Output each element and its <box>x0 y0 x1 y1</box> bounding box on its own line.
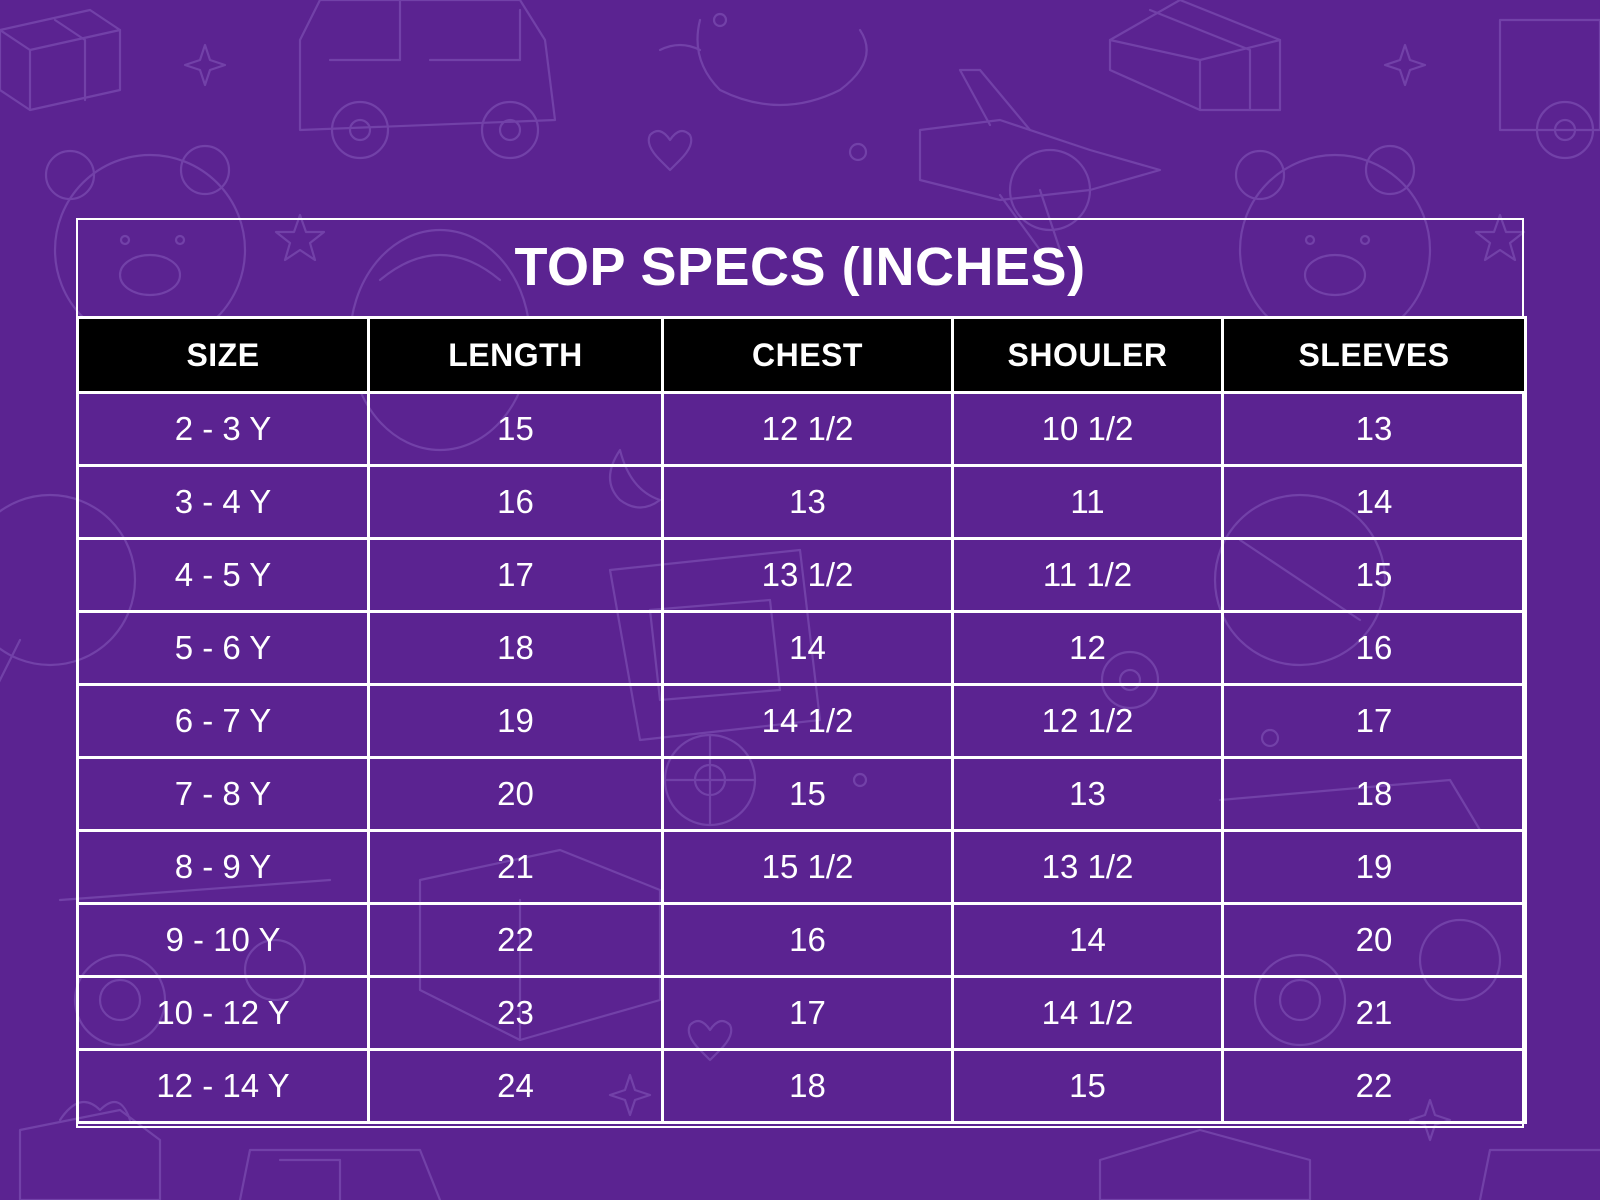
size-cell: 10 - 12 Y <box>76 975 370 1051</box>
specs-table: SIZE LENGTH CHEST SHOULER SLEEVES 2 - 3 … <box>76 316 1527 1124</box>
sleeves-cell: 20 <box>1221 902 1527 978</box>
chest-cell: 16 <box>661 902 954 978</box>
size-cell: 12 - 14 Y <box>76 1048 370 1124</box>
sleeves-cell: 16 <box>1221 610 1527 686</box>
length-cell: 19 <box>367 683 664 759</box>
column-header-shoulder: SHOULER <box>951 316 1224 394</box>
length-cell: 24 <box>367 1048 664 1124</box>
size-cell: 7 - 8 Y <box>76 756 370 832</box>
size-cell: 5 - 6 Y <box>76 610 370 686</box>
gift-box-icon <box>1108 0 1282 112</box>
size-cell: 4 - 5 Y <box>76 537 370 613</box>
shoulder-cell: 12 <box>951 610 1224 686</box>
size-cell: 6 - 7 Y <box>76 683 370 759</box>
toy-car-icon <box>1478 1148 1600 1200</box>
sleeves-cell: 13 <box>1221 391 1527 467</box>
table-row: 3 - 4 Y 16 13 11 14 <box>76 464 1527 540</box>
table-row: 2 - 3 Y 15 12 1/2 10 1/2 13 <box>76 391 1527 467</box>
chest-cell: 14 1/2 <box>661 683 954 759</box>
toy-car-icon <box>238 1148 442 1200</box>
shoulder-cell: 13 1/2 <box>951 829 1224 905</box>
shoulder-cell: 14 1/2 <box>951 975 1224 1051</box>
length-cell: 20 <box>367 756 664 832</box>
shoulder-cell: 13 <box>951 756 1224 832</box>
size-cell: 3 - 4 Y <box>76 464 370 540</box>
table-row: 8 - 9 Y 21 15 1/2 13 1/2 19 <box>76 829 1527 905</box>
sleeves-cell: 22 <box>1221 1048 1527 1124</box>
gift-box-icon <box>1098 1128 1312 1200</box>
table-row: 10 - 12 Y 23 17 14 1/2 21 <box>76 975 1527 1051</box>
shoulder-cell: 15 <box>951 1048 1224 1124</box>
table-row: 7 - 8 Y 20 15 13 18 <box>76 756 1527 832</box>
column-header-sleeves: SLEEVES <box>1221 316 1527 394</box>
chest-cell: 17 <box>661 975 954 1051</box>
table-row: 9 - 10 Y 22 16 14 20 <box>76 902 1527 978</box>
table-row: 6 - 7 Y 19 14 1/2 12 1/2 17 <box>76 683 1527 759</box>
length-cell: 17 <box>367 537 664 613</box>
sparkle-icon <box>183 43 227 87</box>
chest-cell: 14 <box>661 610 954 686</box>
chest-cell: 12 1/2 <box>661 391 954 467</box>
size-cell: 2 - 3 Y <box>76 391 370 467</box>
table-row: 12 - 14 Y 24 18 15 22 <box>76 1048 1527 1124</box>
chart-title: TOP SPECS (INCHES) <box>514 237 1086 297</box>
chest-cell: 18 <box>661 1048 954 1124</box>
table-row: 5 - 6 Y 18 14 12 16 <box>76 610 1527 686</box>
size-cell: 8 - 9 Y <box>76 829 370 905</box>
size-cell: 9 - 10 Y <box>76 902 370 978</box>
chest-cell: 13 1/2 <box>661 537 954 613</box>
toy-car-icon <box>298 0 557 160</box>
shoulder-cell: 11 <box>951 464 1224 540</box>
sleeves-cell: 15 <box>1221 537 1527 613</box>
shoulder-cell: 10 1/2 <box>951 391 1224 467</box>
shoulder-cell: 12 1/2 <box>951 683 1224 759</box>
toy-car-icon <box>1498 18 1600 160</box>
length-cell: 15 <box>367 391 664 467</box>
sleeves-cell: 18 <box>1221 756 1527 832</box>
sparkle-icon <box>1383 43 1427 87</box>
shoulder-cell: 14 <box>951 902 1224 978</box>
table-header-row: SIZE LENGTH CHEST SHOULER SLEEVES <box>76 316 1527 394</box>
shoulder-cell: 11 1/2 <box>951 537 1224 613</box>
chest-cell: 15 1/2 <box>661 829 954 905</box>
length-cell: 18 <box>367 610 664 686</box>
table-row: 4 - 5 Y 17 13 1/2 11 1/2 15 <box>76 537 1527 613</box>
sleeves-cell: 14 <box>1221 464 1527 540</box>
sleeves-cell: 19 <box>1221 829 1527 905</box>
column-header-length: LENGTH <box>367 316 664 394</box>
sleeves-cell: 21 <box>1221 975 1527 1051</box>
column-header-chest: CHEST <box>661 316 954 394</box>
chest-cell: 13 <box>661 464 954 540</box>
length-cell: 21 <box>367 829 664 905</box>
length-cell: 16 <box>367 464 664 540</box>
length-cell: 22 <box>367 902 664 978</box>
column-header-size: SIZE <box>76 316 370 394</box>
heart-icon <box>647 129 693 172</box>
gift-box-icon <box>0 8 122 112</box>
chest-cell: 15 <box>661 756 954 832</box>
sleeves-cell: 17 <box>1221 683 1527 759</box>
rubber-duck-icon <box>658 12 868 107</box>
length-cell: 23 <box>367 975 664 1051</box>
size-chart: TOP SPECS (INCHES) SIZE LENGTH CHEST SHO… <box>76 218 1527 1128</box>
